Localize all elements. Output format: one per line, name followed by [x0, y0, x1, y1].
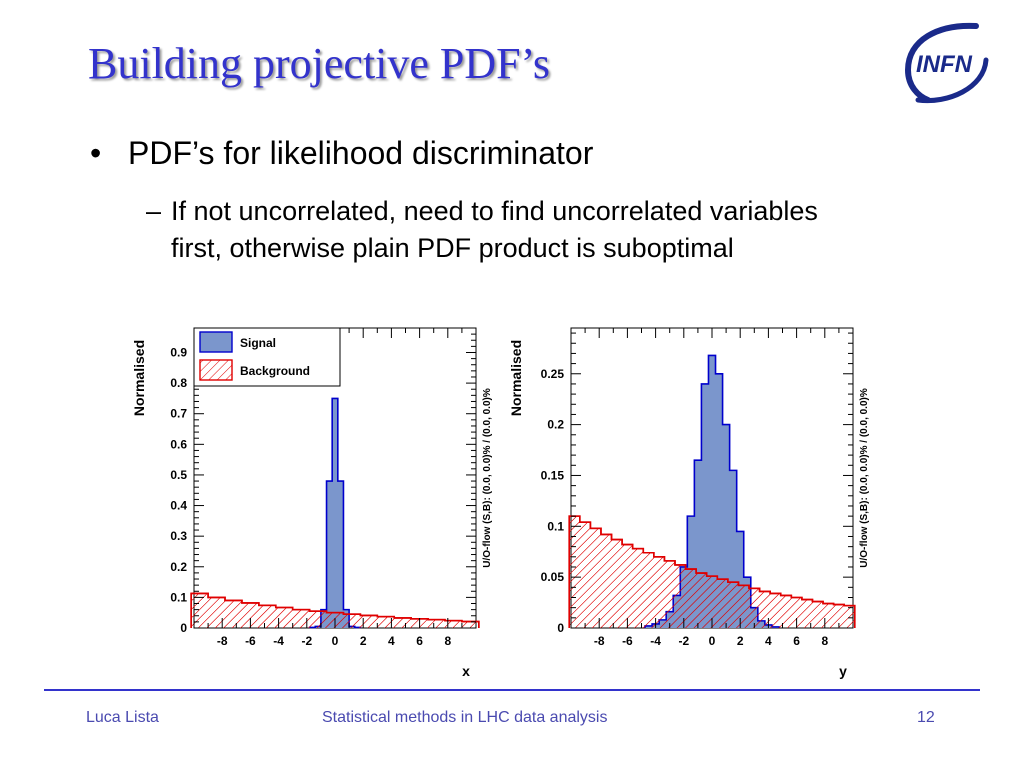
- footer-page-number: 12: [917, 709, 935, 726]
- y-tick-label: 0.8: [170, 376, 187, 390]
- x-tick-label: -8: [217, 634, 228, 648]
- y-tick-label: 0: [180, 621, 187, 635]
- y-tick-label: 0.1: [547, 519, 564, 533]
- x-tick-label: 6: [416, 634, 423, 648]
- y-tick-label: 0.4: [170, 499, 187, 513]
- y-tick-label: 0.1: [170, 590, 187, 604]
- y-tick-label: 0.3: [170, 529, 187, 543]
- bullet-dot: •: [90, 135, 102, 171]
- y-tick-label: 0.7: [170, 407, 187, 421]
- x-tick-label: 4: [765, 634, 772, 648]
- y-tick-label: 0.15: [541, 468, 565, 482]
- overflow-label: U/O-flow (S,B): (0.0, 0.0)% / (0.0, 0.0)…: [482, 388, 493, 568]
- legend-background-label: Background: [240, 364, 310, 378]
- slide-title: Building projective PDF’s: [88, 39, 550, 88]
- x-tick-label: -6: [622, 634, 633, 648]
- sub-bullet-text: If not uncorrelated, need to find uncorr…: [171, 196, 818, 263]
- x-tick-label: 4: [388, 634, 395, 648]
- x-tick-label: -2: [678, 634, 689, 648]
- background-overlay: [568, 515, 856, 628]
- x-tick-label: 2: [360, 634, 367, 648]
- x-tick-label: 8: [444, 634, 451, 648]
- x-tick-label: -8: [594, 634, 605, 648]
- footer-author: Luca Lista: [86, 709, 159, 726]
- x-tick-label: 8: [821, 634, 828, 648]
- y-tick-label: 0.05: [541, 570, 565, 584]
- footer-title: Statistical methods in LHC data analysis: [322, 709, 608, 726]
- x-tick-label: 2: [737, 634, 744, 648]
- y-axis-label: Normalised: [131, 340, 147, 416]
- x-tick-label: -4: [273, 634, 284, 648]
- x-tick-label: -2: [301, 634, 312, 648]
- footer-divider: [44, 689, 980, 691]
- background-overlay: [190, 592, 480, 628]
- chart-y-distribution: 0 0.05 0.1 0.15 0.2 0.25 -8 -6 -4 -2 0 2 4 6 8 y Normali…: [508, 327, 870, 679]
- legend-signal-label: Signal: [240, 336, 276, 350]
- x-tick-label: 6: [793, 634, 800, 648]
- y-tick-label: 0: [557, 621, 564, 635]
- sub-bullet-dash: –: [146, 196, 162, 226]
- y-axis-label: Normalised: [508, 340, 524, 416]
- x-tick-label: -4: [650, 634, 661, 648]
- x-tick-label: 0: [709, 634, 716, 648]
- chart-x-distribution: 0 0.1 0.2 0.3 0.4 0.5 0.6 0.7 0.8 0.9 -8 -6 -4 -2 0 2 4 6…: [131, 327, 493, 679]
- y-tick-label: 0.25: [541, 367, 565, 381]
- y-tick-label: 0.9: [170, 345, 187, 359]
- infn-logo: INFN: [904, 22, 989, 104]
- x-axis-label: y: [839, 663, 847, 679]
- x-axis-label: x: [462, 663, 470, 679]
- y-tick-label: 0.6: [170, 437, 187, 451]
- logo-text: INFN: [916, 51, 973, 78]
- x-tick-label: -6: [245, 634, 256, 648]
- legend-signal-swatch: [199, 331, 233, 353]
- bullet-text: PDF’s for likelihood discriminator: [128, 135, 594, 171]
- y-tick-label: 0.2: [170, 560, 187, 574]
- y-tick-label: 0.5: [170, 468, 187, 482]
- legend-background-swatch: [199, 359, 233, 381]
- y-tick-label: 0.2: [547, 418, 564, 432]
- overflow-label: U/O-flow (S,B): (0.0, 0.0)% / (0.0, 0.0)…: [859, 388, 870, 568]
- x-tick-label: 0: [332, 634, 339, 648]
